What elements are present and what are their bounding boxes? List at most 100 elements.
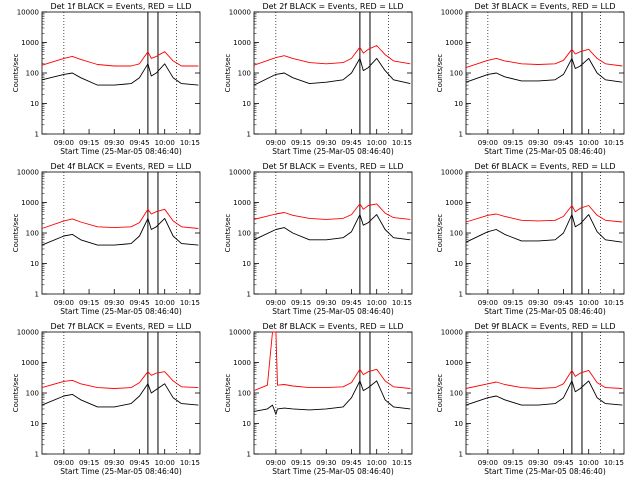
- x-tick-label: 09:45: [553, 459, 573, 467]
- x-tick-label: 09:30: [528, 299, 548, 307]
- chart-title: Det 1f BLACK = Events, RED = LLD: [50, 2, 191, 11]
- y-tick-label: 1: [459, 131, 463, 139]
- y-tick-label: 10: [454, 260, 463, 268]
- series-lld-line: [465, 48, 623, 69]
- y-tick-label: 100: [450, 70, 463, 78]
- y-tick-label: 100: [238, 390, 251, 398]
- y-tick-label: 10000: [441, 169, 463, 177]
- x-tick-label: 10:15: [392, 299, 412, 307]
- x-tick-label: 10:00: [155, 139, 175, 147]
- x-tick-label: 09:30: [316, 459, 336, 467]
- x-tick-label: 09:00: [266, 139, 286, 147]
- y-tick-label: 1000: [233, 39, 251, 47]
- chart-title: Det 3f BLACK = Events, RED = LLD: [474, 2, 615, 11]
- chart-title: Det 2f BLACK = Events, RED = LLD: [262, 2, 403, 11]
- chart-title: Det 9f BLACK = Events, RED = LLD: [474, 322, 615, 331]
- y-tick-label: 1000: [445, 39, 463, 47]
- x-tick-label: 09:00: [54, 299, 74, 307]
- x-tick-label: 09:30: [528, 139, 548, 147]
- x-tick-label: 10:15: [392, 139, 412, 147]
- series-events-line: [465, 57, 623, 83]
- x-tick-label: 10:15: [604, 459, 624, 467]
- y-tick-label: 1000: [21, 39, 39, 47]
- x-axis-label: Start Time (25-Mar-05 08:46:40): [272, 147, 394, 156]
- y-tick-label: 1: [35, 131, 39, 139]
- x-tick-label: 10:15: [180, 299, 200, 307]
- y-axis-label: Counts/sec: [436, 54, 444, 93]
- x-tick-label: 10:15: [392, 459, 412, 467]
- x-tick-label: 09:15: [503, 459, 523, 467]
- series-events-line: [253, 57, 411, 86]
- x-axis-label: Start Time (25-Mar-05 08:46:40): [60, 147, 182, 156]
- series-lld-line: [253, 45, 411, 66]
- x-tick-label: 09:15: [503, 299, 523, 307]
- y-axis-label: Counts/sec: [436, 214, 444, 253]
- x-tick-label: 09:45: [341, 299, 361, 307]
- series-lld-line: [465, 369, 623, 389]
- y-tick-label: 1000: [21, 199, 39, 207]
- y-tick-label: 10000: [17, 169, 39, 177]
- y-axis-label: Counts/sec: [224, 214, 232, 253]
- y-tick-label: 1: [247, 291, 251, 299]
- y-tick-label: 1: [459, 451, 463, 459]
- x-tick-label: 09:45: [341, 139, 361, 147]
- chart-panel-8: Det 8f BLACK = Events, RED = LLD 1 10 100 10…: [224, 322, 413, 476]
- x-tick-label: 09:30: [316, 139, 336, 147]
- series-lld-line: [41, 208, 199, 229]
- x-tick-label: 09:00: [266, 459, 286, 467]
- x-tick-label: 10:15: [604, 299, 624, 307]
- x-tick-label: 09:15: [291, 299, 311, 307]
- x-tick-label: 09:15: [291, 139, 311, 147]
- y-tick-label: 10: [242, 100, 251, 108]
- y-tick-label: 1: [459, 291, 463, 299]
- y-axis-label: Counts/sec: [436, 374, 444, 413]
- x-axis-label: Start Time (25-Mar-05 08:46:40): [484, 307, 606, 316]
- y-tick-label: 1: [35, 451, 39, 459]
- series-events-line: [253, 214, 411, 241]
- series-events-line: [465, 214, 623, 243]
- chart-title: Det 6f BLACK = Events, RED = LLD: [474, 162, 615, 171]
- y-tick-label: 10: [30, 100, 39, 108]
- y-tick-label: 1000: [233, 359, 251, 367]
- y-tick-label: 100: [26, 70, 39, 78]
- y-tick-label: 10000: [229, 9, 251, 17]
- x-tick-label: 10:00: [579, 139, 599, 147]
- x-tick-label: 09:00: [54, 139, 74, 147]
- x-axis-label: Start Time (25-Mar-05 08:46:40): [272, 467, 394, 476]
- y-tick-label: 10: [242, 420, 251, 428]
- x-tick-label: 09:45: [129, 299, 149, 307]
- x-tick-label: 09:45: [553, 139, 573, 147]
- x-axis-label: Start Time (25-Mar-05 08:46:40): [484, 147, 606, 156]
- series-lld-line: [253, 203, 411, 220]
- chart-title: Det 7f BLACK = Events, RED = LLD: [50, 322, 191, 331]
- x-tick-label: 09:00: [478, 139, 498, 147]
- x-tick-label: 09:15: [79, 139, 99, 147]
- x-tick-label: 10:00: [579, 459, 599, 467]
- y-tick-label: 10: [454, 100, 463, 108]
- x-tick-label: 09:00: [478, 459, 498, 467]
- x-axis-label: Start Time (25-Mar-05 08:46:40): [484, 467, 606, 476]
- chart-title: Det 5f BLACK = Events, RED = LLD: [262, 162, 403, 171]
- chart-panel-6: Det 6f BLACK = Events, RED = LLD 1 10 100 10…: [436, 162, 625, 316]
- x-tick-label: 10:00: [367, 459, 387, 467]
- series-lld-line: [253, 331, 411, 392]
- y-tick-label: 100: [238, 230, 251, 238]
- chart-panel-2: Det 2f BLACK = Events, RED = LLD 1 10 100 10…: [224, 2, 413, 156]
- y-tick-label: 10: [30, 420, 39, 428]
- x-tick-label: 09:45: [553, 299, 573, 307]
- x-axis-label: Start Time (25-Mar-05 08:46:40): [272, 307, 394, 316]
- y-tick-label: 1: [247, 451, 251, 459]
- y-tick-label: 10000: [441, 9, 463, 17]
- y-tick-label: 100: [450, 390, 463, 398]
- y-axis-label: Counts/sec: [224, 54, 232, 93]
- y-axis-label: Counts/sec: [224, 374, 232, 413]
- x-tick-label: 09:00: [266, 299, 286, 307]
- chart-panel-3: Det 3f BLACK = Events, RED = LLD 1 10 100 10…: [436, 2, 625, 156]
- series-events-line: [253, 380, 411, 415]
- series-events-line: [41, 383, 199, 408]
- x-tick-label: 09:30: [316, 299, 336, 307]
- x-tick-label: 09:15: [503, 139, 523, 147]
- x-tick-label: 10:00: [367, 299, 387, 307]
- y-tick-label: 1000: [21, 359, 39, 367]
